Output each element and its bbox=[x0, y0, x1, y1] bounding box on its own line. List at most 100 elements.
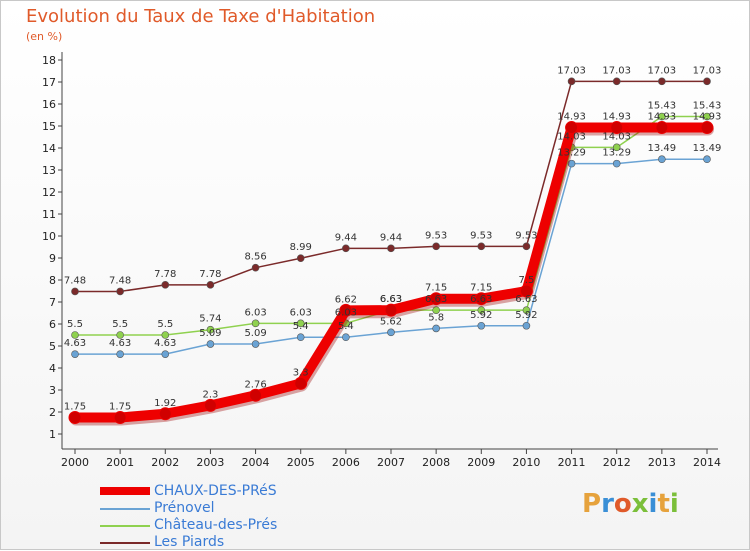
data-point bbox=[522, 321, 531, 330]
x-tick-label: 2003 bbox=[196, 456, 224, 469]
x-tick-label: 2004 bbox=[242, 456, 270, 469]
data-point bbox=[206, 325, 215, 334]
data-label: 7.48 bbox=[109, 275, 131, 286]
data-point bbox=[342, 244, 350, 253]
chart-subtitle: (en %) bbox=[26, 30, 63, 43]
y-tick-label: 6 bbox=[49, 318, 56, 331]
legend-label: Château-des-Prés bbox=[154, 517, 278, 533]
data-label: 8.99 bbox=[290, 242, 312, 253]
data-label: 5.5 bbox=[67, 319, 83, 330]
data-point bbox=[610, 121, 624, 135]
y-tick-label: 10 bbox=[42, 230, 56, 243]
x-tick-label: 2000 bbox=[61, 456, 89, 469]
x-tick-label: 2008 bbox=[422, 456, 450, 469]
data-label: 6.63 bbox=[470, 294, 492, 305]
data-point bbox=[161, 331, 170, 339]
data-label: 13.49 bbox=[648, 143, 677, 154]
x-tick-label: 2002 bbox=[151, 456, 179, 469]
data-label: 2.3 bbox=[202, 389, 218, 400]
data-label: 6.63 bbox=[515, 294, 537, 305]
legend-swatch-les-piards bbox=[100, 542, 150, 544]
legend-label: Prénovel bbox=[154, 500, 215, 516]
y-tick-label: 15 bbox=[42, 120, 56, 133]
data-point bbox=[387, 328, 395, 337]
data-point bbox=[612, 143, 621, 152]
data-label: 9.53 bbox=[470, 230, 492, 241]
data-label: 13.29 bbox=[557, 148, 586, 159]
x-tick-label: 2010 bbox=[512, 456, 540, 469]
data-label: 9.53 bbox=[515, 230, 537, 241]
data-label: 1.75 bbox=[109, 402, 131, 413]
data-point bbox=[116, 350, 124, 358]
data-point bbox=[116, 331, 124, 339]
x-tick-label: 2014 bbox=[693, 456, 721, 469]
data-point bbox=[703, 112, 711, 121]
data-label: 7.15 bbox=[425, 283, 447, 294]
data-point bbox=[251, 340, 260, 348]
x-tick-label: 2001 bbox=[106, 456, 134, 469]
data-label: 9.53 bbox=[425, 230, 447, 241]
y-tick-label: 7 bbox=[49, 296, 56, 309]
data-label: 6.63 bbox=[380, 294, 402, 305]
x-tick-label: 2011 bbox=[558, 456, 586, 469]
y-tick-label: 16 bbox=[42, 98, 56, 111]
data-point bbox=[294, 376, 308, 390]
y-tick-label: 12 bbox=[42, 186, 56, 199]
data-point bbox=[384, 303, 398, 317]
y-tick-label: 14 bbox=[42, 142, 56, 155]
data-labels: 1.75 1.75 1.922.32.763.36.62 6.637.15 7.157.… bbox=[64, 65, 721, 412]
data-point bbox=[206, 281, 215, 289]
legend-swatch-chaux-des-pres bbox=[100, 487, 150, 495]
data-label: 7.48 bbox=[64, 275, 86, 286]
data-label: 5.4 bbox=[338, 321, 354, 332]
chart-title: Evolution du Taux de Taxe d'Habitation bbox=[26, 6, 376, 27]
data-point bbox=[249, 388, 263, 402]
data-point bbox=[161, 350, 170, 358]
y-tick-label: 5 bbox=[49, 340, 56, 353]
data-label: 5.09 bbox=[244, 328, 266, 339]
data-label: 14.93 bbox=[648, 112, 677, 123]
y-tick-label: 18 bbox=[42, 54, 56, 67]
data-point bbox=[296, 333, 305, 342]
data-label: 17.03 bbox=[693, 65, 722, 76]
x-tick-label: 2005 bbox=[287, 456, 315, 469]
data-label: 5.5 bbox=[112, 319, 128, 330]
series-1 bbox=[71, 155, 711, 358]
x-tick-label: 2006 bbox=[332, 456, 360, 469]
data-point bbox=[567, 77, 576, 86]
data-label: 14.03 bbox=[557, 131, 586, 142]
data-point bbox=[68, 411, 82, 424]
data-label: 14.93 bbox=[693, 112, 722, 123]
data-point bbox=[206, 340, 215, 348]
y-tick-label: 2 bbox=[49, 406, 56, 419]
data-label: 4.63 bbox=[109, 338, 131, 349]
data-point bbox=[113, 411, 127, 424]
y-tick-label: 11 bbox=[42, 208, 56, 221]
legend-swatch-prenovel bbox=[100, 508, 150, 510]
data-point bbox=[565, 121, 579, 135]
x-tick-label: 2007 bbox=[377, 456, 405, 469]
y-tick-label: 9 bbox=[49, 252, 56, 265]
data-point bbox=[432, 306, 440, 314]
data-label: 13.29 bbox=[602, 148, 631, 159]
data-point bbox=[432, 242, 440, 251]
data-label: 7.78 bbox=[154, 269, 176, 280]
data-point bbox=[703, 77, 711, 86]
data-label: 6.03 bbox=[335, 307, 357, 318]
data-label: 5.8 bbox=[428, 312, 444, 323]
data-point bbox=[477, 242, 486, 251]
data-label: 1.92 bbox=[154, 398, 176, 409]
data-point bbox=[158, 407, 172, 421]
data-point bbox=[703, 155, 711, 164]
data-label: 4.63 bbox=[154, 338, 176, 349]
data-label: 5.5 bbox=[157, 319, 173, 330]
data-label: 14.93 bbox=[602, 112, 631, 123]
data-label: 14.03 bbox=[602, 131, 631, 142]
data-label: 4.63 bbox=[64, 338, 86, 349]
data-label: 15.43 bbox=[693, 101, 722, 112]
data-label: 17.03 bbox=[602, 65, 631, 76]
data-label: 15.43 bbox=[648, 101, 677, 112]
data-point bbox=[655, 121, 669, 135]
data-label: 3.3 bbox=[293, 367, 309, 378]
